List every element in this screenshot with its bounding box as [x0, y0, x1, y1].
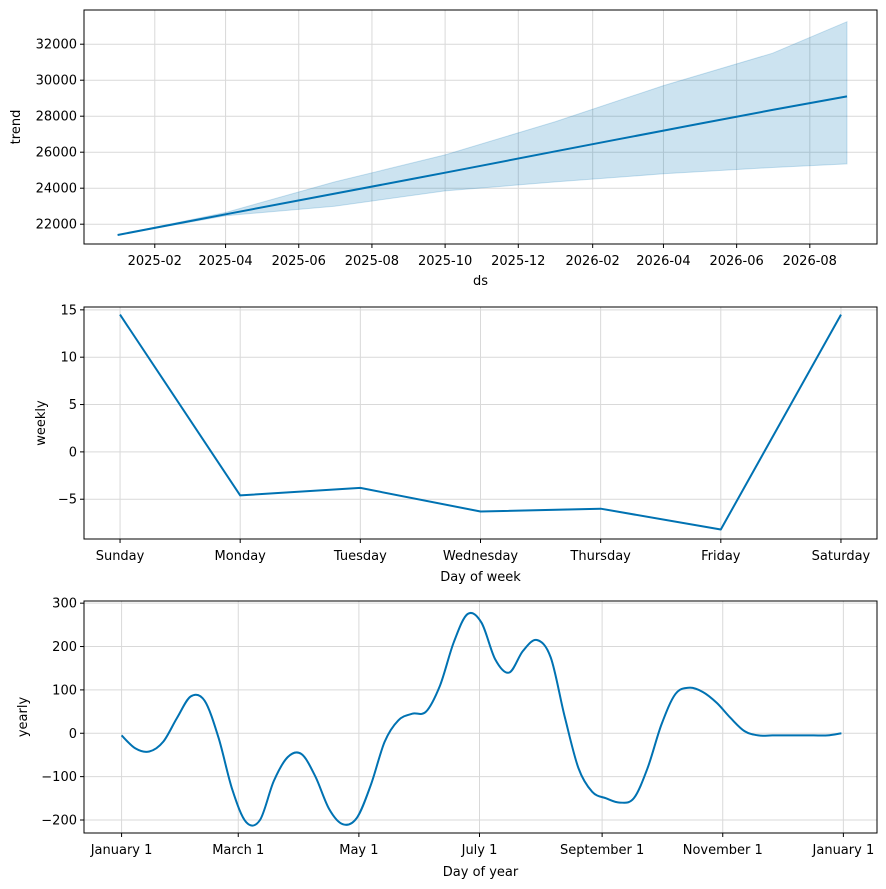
x-tick-label: 2026-02: [566, 254, 620, 269]
plot-frame: [83, 600, 878, 834]
x-tick-label: November 1: [683, 843, 763, 858]
series-line: [117, 95, 848, 236]
y-tick-label: 10: [60, 351, 77, 366]
y-tick-label: 0: [69, 445, 77, 460]
x-tick-label: May 1: [339, 843, 378, 858]
x-tick-label: Tuesday: [333, 549, 387, 564]
uncertainty-band: [117, 20, 848, 236]
y-tick-label: 22000: [36, 218, 77, 233]
x-tick-label: January 1: [90, 843, 153, 858]
x-tick-label: 2026-06: [709, 254, 763, 269]
x-tick-label: Monday: [215, 549, 267, 564]
y-tick-label: −5: [58, 493, 77, 508]
x-axis-label: Day of year: [443, 865, 519, 880]
y-tick-label: 200: [52, 640, 77, 655]
x-tick-label: July 1: [461, 843, 498, 858]
y-axis-label: trend: [9, 110, 24, 145]
x-tick-label: 2025-06: [272, 254, 326, 269]
series-line: [120, 611, 842, 827]
weekly-panel: Sunday Monday Tuesday Wednesday Thursday Frid…: [34, 303, 878, 585]
y-tick-label: −200: [41, 813, 77, 828]
x-tick-label: Wednesday: [443, 549, 519, 564]
x-tick-label: January 1: [812, 843, 875, 858]
x-tick-label: 2026-08: [783, 254, 837, 269]
yearly-panel: January 1 March 1 May 1 July 1 September 1 No…: [16, 597, 878, 880]
x-tick-label: March 1: [212, 843, 264, 858]
y-tick-label: 30000: [36, 74, 77, 89]
y-tick-label: 300: [52, 597, 77, 612]
x-axis-label: Day of week: [440, 570, 521, 585]
y-tick-label: 100: [52, 683, 77, 698]
y-tick-label: 26000: [36, 146, 77, 161]
trend-panel: 2025-02 2025-04 2025-06 2025-08 2025-10 2025-…: [9, 9, 878, 289]
x-tick-label: 2025-10: [418, 254, 472, 269]
x-axis-label: ds: [473, 274, 488, 289]
y-tick-label: 0: [69, 727, 77, 742]
x-tick-label: 2026-04: [636, 254, 690, 269]
y-tick-label: −100: [41, 770, 77, 785]
x-tick-label: Sunday: [96, 549, 145, 564]
x-tick-label: Saturday: [812, 549, 871, 564]
series-line: [119, 314, 842, 531]
x-tick-label: 2025-12: [491, 254, 545, 269]
x-tick-label: Friday: [701, 549, 741, 564]
x-tick-label: 2025-02: [128, 254, 182, 269]
y-tick-label: 5: [69, 398, 77, 413]
y-tick-label: 28000: [36, 110, 77, 125]
x-tick-label: 2025-08: [345, 254, 399, 269]
x-tick-label: September 1: [560, 843, 644, 858]
y-axis-label: yearly: [16, 697, 31, 738]
y-tick-label: 32000: [36, 38, 77, 53]
y-tick-label: 15: [60, 303, 77, 318]
y-axis-label: weekly: [34, 400, 49, 446]
x-tick-label: 2025-04: [198, 254, 252, 269]
plot-frame: [83, 9, 878, 245]
y-tick-label: 24000: [36, 182, 77, 197]
x-tick-label: Thursday: [569, 549, 631, 564]
